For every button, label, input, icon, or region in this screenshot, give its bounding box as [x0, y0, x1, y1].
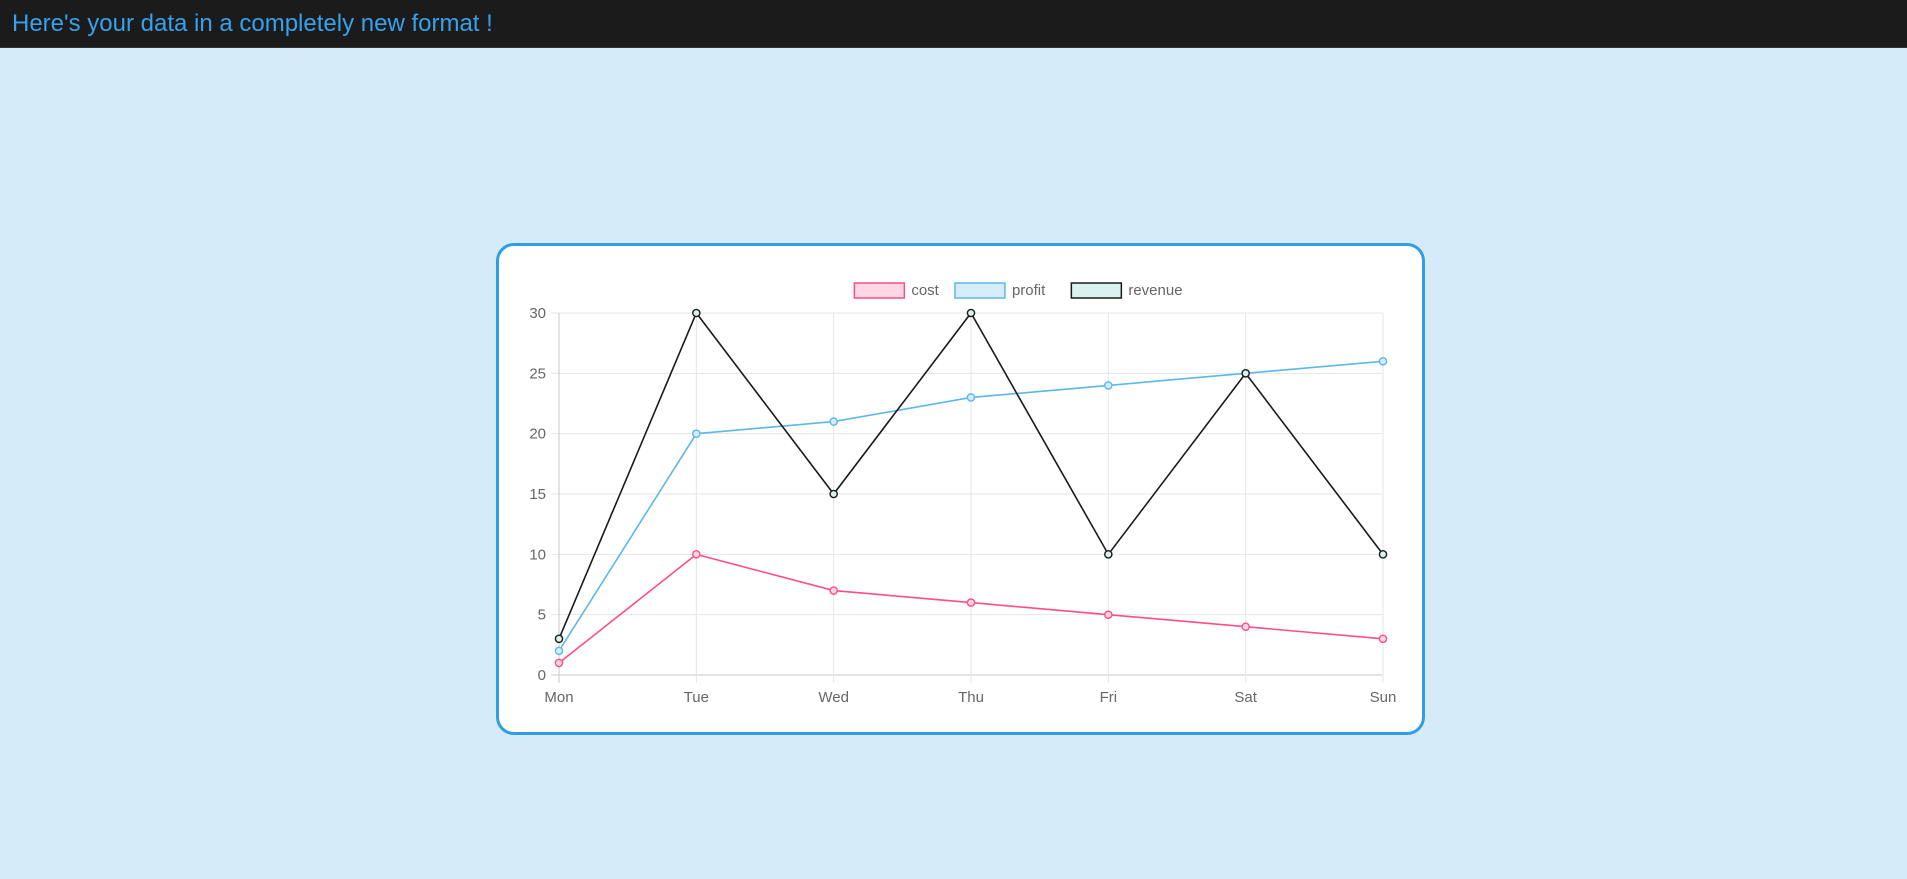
data-point-cost[interactable]	[966, 598, 976, 607]
legend-label: profit	[1012, 282, 1046, 299]
y-tick-label: 10	[529, 546, 546, 563]
legend-item-cost[interactable]: cost	[853, 282, 940, 299]
data-point-profit[interactable]	[692, 429, 701, 438]
data-point-revenue[interactable]	[554, 634, 564, 644]
y-tick-label: 25	[529, 365, 546, 382]
x-tick-label: Mon	[544, 689, 573, 706]
line-chart: 0 5 10 15 20 25 30 Mon Tue Wed Thu Fri Sat Sun cost pr…	[529, 282, 1396, 706]
x-tick-label: Wed	[818, 689, 849, 706]
page-title: Here's your data in a completely new for…	[12, 10, 493, 37]
y-tick-label: 0	[538, 667, 546, 684]
data-point-revenue[interactable]	[692, 308, 701, 318]
x-tick-label: Thu	[958, 689, 984, 706]
y-tick-label: 20	[529, 426, 546, 443]
legend-item-profit[interactable]: profit	[954, 282, 1046, 299]
y-tick-label: 30	[529, 305, 546, 322]
axes: 0 5 10 15 20 25 30 Mon Tue Wed Thu Fri Sat Sun	[529, 305, 1396, 706]
x-tick-label: Sat	[1234, 689, 1257, 706]
legend-label: cost	[911, 282, 939, 299]
data-point-revenue[interactable]	[1241, 369, 1250, 378]
data-point-profit[interactable]	[1104, 381, 1113, 390]
legend-swatch	[853, 282, 906, 299]
data-point-cost[interactable]	[1378, 634, 1388, 644]
data-point-profit[interactable]	[829, 417, 838, 426]
x-tick-label: Sun	[1370, 689, 1397, 706]
data-point-cost[interactable]	[692, 550, 701, 559]
series-cost	[554, 550, 1388, 668]
data-point-profit[interactable]	[966, 393, 976, 402]
series	[554, 308, 1388, 668]
chart-card: 0 5 10 15 20 25 30 Mon Tue Wed Thu Fri Sat Sun cost pr…	[496, 243, 1425, 735]
data-point-revenue[interactable]	[829, 489, 838, 499]
legend-item-revenue[interactable]: revenue	[1070, 282, 1183, 299]
y-tick-label: 5	[538, 607, 546, 624]
legend-label: revenue	[1128, 282, 1182, 299]
data-point-revenue[interactable]	[1104, 550, 1113, 559]
legend[interactable]: cost profit revenue	[853, 282, 1183, 299]
data-point-profit[interactable]	[1378, 356, 1388, 366]
x-tick-label: Fri	[1100, 689, 1118, 706]
y-tick-label: 15	[529, 486, 546, 503]
data-point-cost[interactable]	[1104, 610, 1113, 619]
data-point-cost[interactable]	[829, 586, 838, 595]
legend-swatch	[1070, 282, 1123, 299]
x-tick-label: Tue	[684, 689, 709, 706]
data-point-cost[interactable]	[1241, 622, 1250, 632]
legend-swatch	[954, 282, 1006, 299]
data-point-profit[interactable]	[554, 646, 564, 656]
data-point-revenue[interactable]	[966, 308, 976, 318]
data-point-cost[interactable]	[554, 658, 564, 668]
data-point-revenue[interactable]	[1378, 550, 1388, 559]
grid	[551, 312, 1384, 683]
top-bar: Here's your data in a completely new for…	[0, 0, 1907, 48]
series-revenue	[554, 308, 1388, 644]
